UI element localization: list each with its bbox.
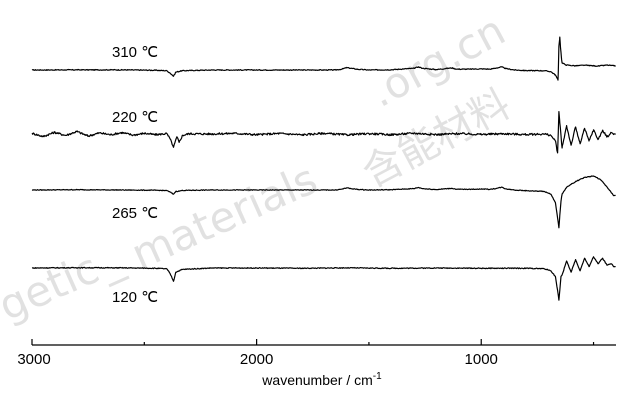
x-axis-label-text: wavenumber / cm <box>261 372 372 388</box>
x-tick-label-1000: 1000 <box>465 351 498 368</box>
series-group <box>31 36 616 301</box>
x-axis-ticks: 3000 2000 1000 <box>17 339 595 368</box>
series-label-310: 310 ℃ <box>112 44 158 61</box>
x-axis-label: wavenumber / cm-1 <box>261 371 382 388</box>
series-labels: 310 ℃ 220 ℃ 265 ℃ 120 ℃ <box>112 44 158 306</box>
x-tick-label-3000: 3000 <box>17 351 50 368</box>
series-line-3 <box>31 256 616 301</box>
x-tick-label-2000: 2000 <box>240 351 273 368</box>
x-axis: 3000 2000 1000 wavenumber / cm-1 <box>17 339 616 388</box>
x-axis-label-superscript: -1 <box>373 371 382 382</box>
series-label-220: 220 ℃ <box>112 109 158 126</box>
watermark: rgetic _ materials .org.cn 含能材料 <box>0 5 518 337</box>
series-line-1 <box>31 110 616 154</box>
series-line-2 <box>31 175 616 229</box>
series-line-0 <box>31 36 616 81</box>
series-label-265: 265 ℃ <box>112 205 158 222</box>
watermark-latin-left: rgetic <box>0 243 106 337</box>
series-label-120: 120 ℃ <box>112 289 158 306</box>
